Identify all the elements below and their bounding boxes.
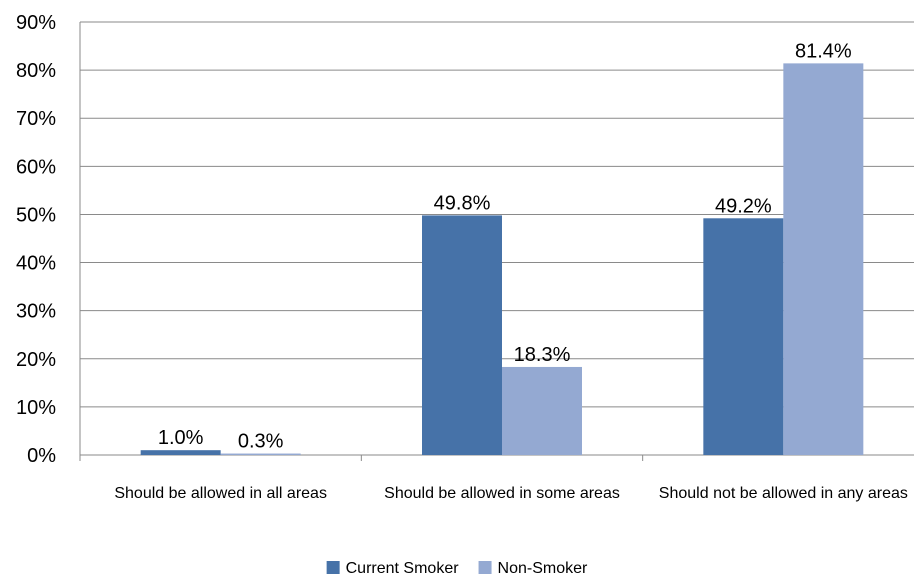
data-label: 49.2%: [715, 195, 772, 217]
legend-label: Non-Smoker: [498, 560, 588, 577]
bar: [140, 450, 221, 455]
bars: [140, 63, 864, 456]
x-axis-category-label: Should not be allowed in any areas: [659, 485, 908, 502]
data-label: 1.0%: [158, 427, 204, 449]
y-axis-tick-label: 80%: [16, 60, 56, 82]
bar: [422, 215, 502, 455]
y-axis-tick-label: 50%: [16, 204, 56, 226]
y-axis-tick-label: 20%: [16, 349, 56, 371]
data-label: 0.3%: [238, 431, 284, 453]
y-axis-tick-label: 0%: [27, 445, 56, 467]
legend-label: Current Smoker: [346, 560, 460, 577]
bar: [502, 366, 582, 455]
legend-swatch: [478, 561, 492, 574]
legend-swatch: [326, 561, 340, 574]
data-label: 81.4%: [795, 40, 852, 62]
labels: 1.0% 0.3% Should be allowed in all areas 49…: [114, 40, 907, 502]
legend: Current Smoker Non-Smoker: [326, 560, 588, 577]
y-axis-tick-label: 60%: [16, 156, 56, 178]
bar: [703, 218, 784, 455]
data-label: 49.8%: [434, 192, 491, 214]
y-axis-tick-label: 40%: [16, 253, 56, 275]
x-axis-category-label: Should be allowed in all areas: [114, 485, 327, 502]
bar: [783, 63, 864, 456]
y-axis-tick-label: 70%: [16, 108, 56, 130]
data-label: 18.3%: [514, 344, 571, 366]
y-axis-tick-label: 10%: [16, 397, 56, 419]
y-axis-tick-label: 30%: [16, 301, 56, 323]
x-axis-category-label: Should be allowed in some areas: [384, 485, 620, 502]
axes: 0% 10% 20% 30% 40% 50% 60% 70% 80% 90%: [16, 12, 914, 467]
y-axis-tick-label: 90%: [16, 12, 56, 34]
bar: [220, 453, 301, 455]
